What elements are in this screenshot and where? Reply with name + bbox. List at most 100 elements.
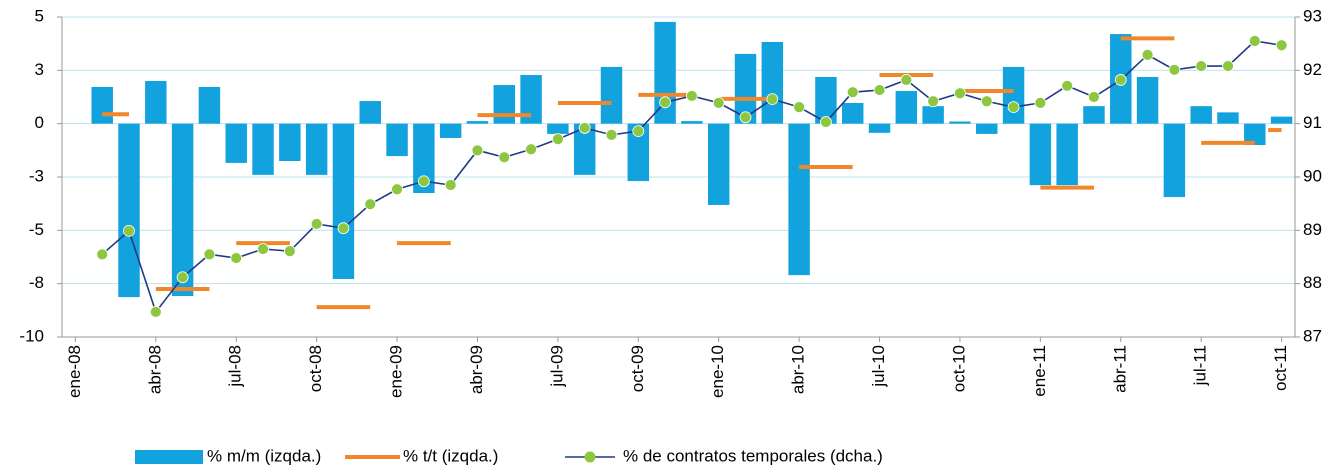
bar (600, 66, 623, 124)
x-tick-label: ene-10 (708, 345, 727, 398)
y2-tick-label: 91 (1303, 113, 1322, 132)
marker (632, 125, 645, 138)
x-tick-label: ene-08 (65, 345, 84, 398)
x-tick-label: oct-09 (628, 345, 647, 392)
bar (1056, 123, 1078, 186)
y2-tick-label: 92 (1303, 60, 1322, 79)
y2-tick-label: 88 (1303, 273, 1322, 292)
x-tick-label: oct-08 (306, 345, 325, 392)
marker (391, 183, 403, 196)
bar (171, 123, 194, 297)
marker (364, 198, 377, 211)
bar (842, 102, 864, 124)
legend-label: % t/t (izqda.) (403, 446, 498, 465)
x-tick-label: jul-08 (226, 345, 245, 388)
bar (654, 21, 676, 124)
marker (659, 96, 671, 109)
marker (283, 245, 296, 258)
marker (1222, 60, 1234, 72)
marker (498, 151, 511, 164)
bar (520, 75, 542, 124)
bar (1029, 123, 1052, 186)
y2-tick-label: 90 (1303, 166, 1322, 185)
bar (413, 123, 435, 193)
bar (976, 123, 998, 134)
y-tick-label: -3 (29, 166, 44, 185)
x-tick-label: ene-09 (387, 345, 406, 398)
marker (1034, 96, 1047, 109)
marker (149, 306, 162, 318)
legend-label: % de contratos temporales (dcha.) (623, 446, 883, 465)
marker (525, 143, 537, 156)
x-tick-label: oct-11 (1271, 345, 1290, 391)
bar (1190, 106, 1212, 124)
bar (386, 123, 408, 157)
y-tick-label: -10 (19, 326, 44, 345)
marker (846, 86, 859, 99)
bar (922, 106, 944, 124)
marker (1141, 48, 1154, 61)
y-tick-label: 5 (35, 6, 44, 25)
marker (766, 93, 779, 106)
bar (788, 123, 810, 276)
bar (895, 91, 918, 124)
marker (686, 90, 698, 102)
bar (305, 123, 328, 175)
bar (91, 86, 113, 124)
marker (417, 175, 430, 188)
bar (1083, 106, 1105, 124)
x-tick-label: oct-10 (949, 345, 968, 392)
y2-tick-label: 89 (1303, 220, 1322, 239)
marker (712, 96, 725, 109)
marker (1195, 60, 1208, 72)
x-tick-label: ene-11 (1030, 345, 1049, 397)
marker (1061, 79, 1074, 92)
bar (1270, 116, 1293, 124)
y2-tick-label: 87 (1303, 326, 1322, 345)
marker (123, 224, 135, 237)
x-tick-label: jul-09 (547, 345, 566, 388)
marker (337, 222, 350, 235)
marker (873, 84, 886, 96)
bar (225, 123, 247, 163)
line (101, 40, 1282, 314)
marker (471, 144, 484, 157)
marker (793, 101, 806, 114)
marker (257, 243, 269, 255)
bar (118, 123, 140, 298)
bar (1002, 66, 1025, 124)
bar (466, 121, 489, 124)
bar (1217, 112, 1239, 124)
bar (681, 121, 703, 124)
y2-tick-label: 93 (1303, 6, 1322, 25)
marker (176, 271, 189, 284)
marker (203, 248, 216, 261)
y-tick-label: 3 (35, 60, 44, 79)
marker (310, 218, 323, 230)
bar (145, 81, 167, 124)
marker (980, 95, 993, 108)
legend-marker (584, 451, 596, 463)
bar (868, 123, 891, 133)
bar (547, 123, 569, 134)
x-tick-label: jul-10 (869, 345, 888, 388)
bar (1244, 123, 1266, 145)
x-tick-label: abr-11 (1110, 345, 1129, 393)
marker (1114, 74, 1127, 86)
bar (439, 123, 462, 138)
bar (707, 123, 730, 205)
marker (578, 122, 591, 134)
marker (444, 179, 457, 191)
bar (359, 101, 381, 124)
bar (279, 123, 301, 161)
marker (1088, 91, 1100, 103)
marker (605, 128, 618, 141)
bar (734, 53, 757, 124)
marker (954, 87, 966, 100)
y-tick-label: -5 (29, 220, 44, 239)
x-tick-label: abr-10 (789, 345, 808, 394)
y-tick-label: 0 (35, 113, 44, 132)
x-tick-label: abr-08 (145, 345, 164, 394)
bar (627, 123, 650, 182)
